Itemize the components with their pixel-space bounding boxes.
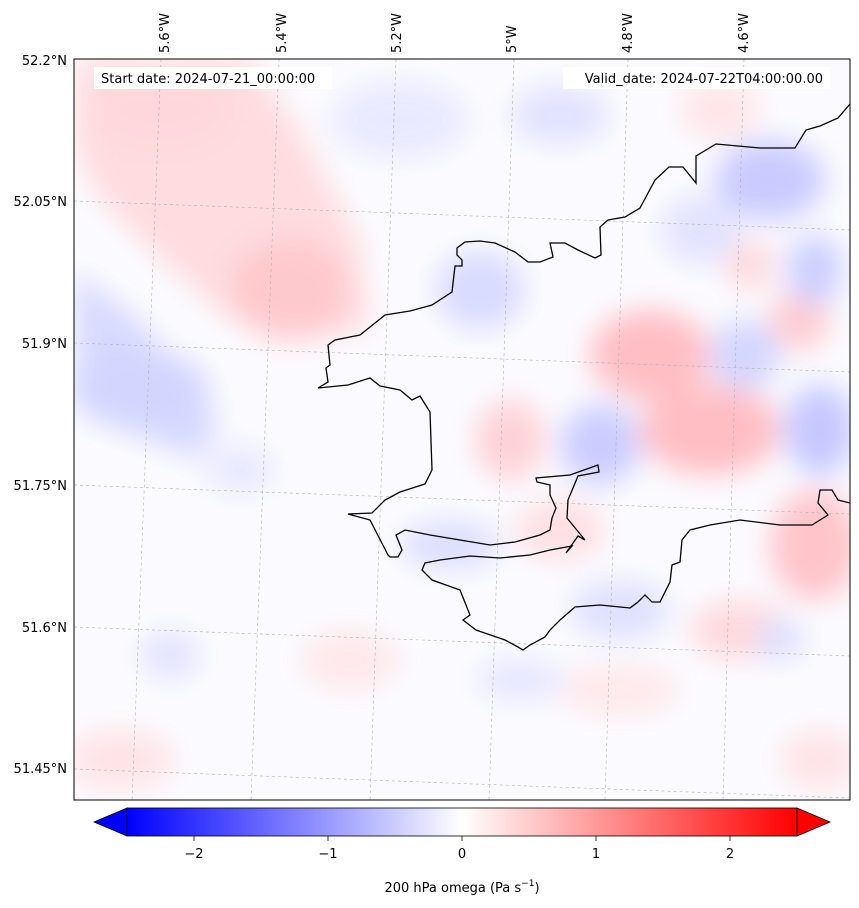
colorbar-tick-label: −2 — [184, 847, 203, 862]
colorbar: −2 −1 0 1 2 200 hPa omega (Pa s−1) — [92, 807, 832, 896]
lon-label: 5.6°W — [158, 13, 173, 53]
colorbar-bar — [126, 807, 798, 837]
header-labels: Start date: 2024-07-21_00:00:00 Valid_da… — [94, 67, 830, 89]
lon-label: 5.2°W — [390, 13, 405, 53]
colorbar-ticks: −2 −1 0 1 2 — [184, 836, 734, 862]
longitude-labels: 5.6°W 5.4°W 5.2°W 5°W 4.8°W 4.6°W — [158, 13, 752, 53]
lon-label: 5.4°W — [275, 13, 290, 53]
latitude-labels: 52.2°N 52.05°N 51.9°N 51.75°N 51.6°N 51.… — [14, 54, 67, 777]
valid-date-label: Valid_date: 2024-07-22T04:00:00.00 — [585, 72, 823, 87]
colorbar-tick-label: 2 — [726, 847, 734, 862]
lat-label: 52.05°N — [14, 195, 67, 210]
lon-label: 5°W — [505, 25, 520, 53]
lat-label: 51.9°N — [22, 337, 67, 352]
colorbar-label: 200 hPa omega (Pa s−1) — [384, 879, 539, 896]
lat-label: 52.2°N — [22, 54, 67, 69]
coastline — [317, 103, 850, 651]
lat-label: 51.6°N — [22, 621, 67, 636]
colorbar-extend-high — [796, 807, 832, 837]
colorbar-extend-low — [92, 807, 128, 837]
lat-label: 51.45°N — [14, 762, 67, 777]
map-panel — [73, 58, 851, 801]
lon-label: 4.8°W — [621, 13, 636, 53]
colorbar-tick-label: −1 — [318, 847, 337, 862]
colorbar-tick-label: 0 — [458, 847, 466, 862]
start-date-label: Start date: 2024-07-21_00:00:00 — [101, 72, 315, 87]
lon-label: 4.6°W — [737, 13, 752, 53]
omega-field — [74, 59, 850, 800]
colorbar-tick-label: 1 — [592, 847, 600, 862]
lat-label: 51.75°N — [14, 479, 67, 494]
